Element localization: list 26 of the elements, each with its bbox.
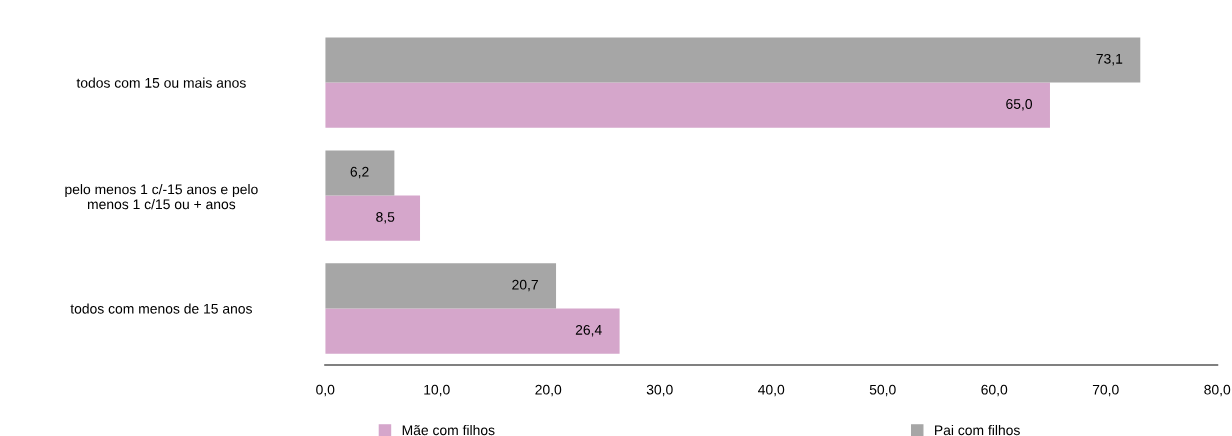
bar bbox=[325, 37, 1141, 83]
x-tick-label: 10,0 bbox=[424, 384, 450, 397]
legend-label: Pai com filhos bbox=[935, 424, 1020, 436]
x-tick-label: 50,0 bbox=[869, 384, 896, 397]
data-label: 26,4 bbox=[575, 324, 602, 337]
data-label: 73,1 bbox=[1096, 53, 1123, 66]
legend-label: Mãe com filhos bbox=[402, 424, 495, 436]
bar bbox=[325, 263, 557, 309]
bar bbox=[325, 308, 620, 354]
y-tick-label: pelo menos 1 c/-15 anos e pelo menos 1 c/15 ou + anos bbox=[65, 184, 258, 210]
x-tick-label: 20,0 bbox=[535, 384, 562, 397]
data-label: 20,7 bbox=[512, 279, 538, 292]
x-tick-label: 80,0 bbox=[1204, 384, 1231, 397]
bar bbox=[325, 150, 395, 196]
y-tick-label: todos com menos de 15 anos bbox=[70, 303, 252, 314]
data-label: 65,0 bbox=[1006, 99, 1033, 111]
x-tick-label: 0,0 bbox=[316, 384, 335, 397]
bar bbox=[325, 195, 421, 241]
x-tick-label: 30,0 bbox=[646, 384, 673, 397]
data-label: 6,2 bbox=[350, 166, 369, 179]
x-tick-label: 40,0 bbox=[758, 384, 785, 397]
y-tick-label: todos com 15 ou mais anos bbox=[76, 77, 246, 88]
x-tick-label: 60,0 bbox=[981, 384, 1008, 397]
bar bbox=[325, 82, 1050, 128]
x-tick-label: 70,0 bbox=[1092, 384, 1119, 397]
data-label: 8,5 bbox=[376, 212, 395, 224]
